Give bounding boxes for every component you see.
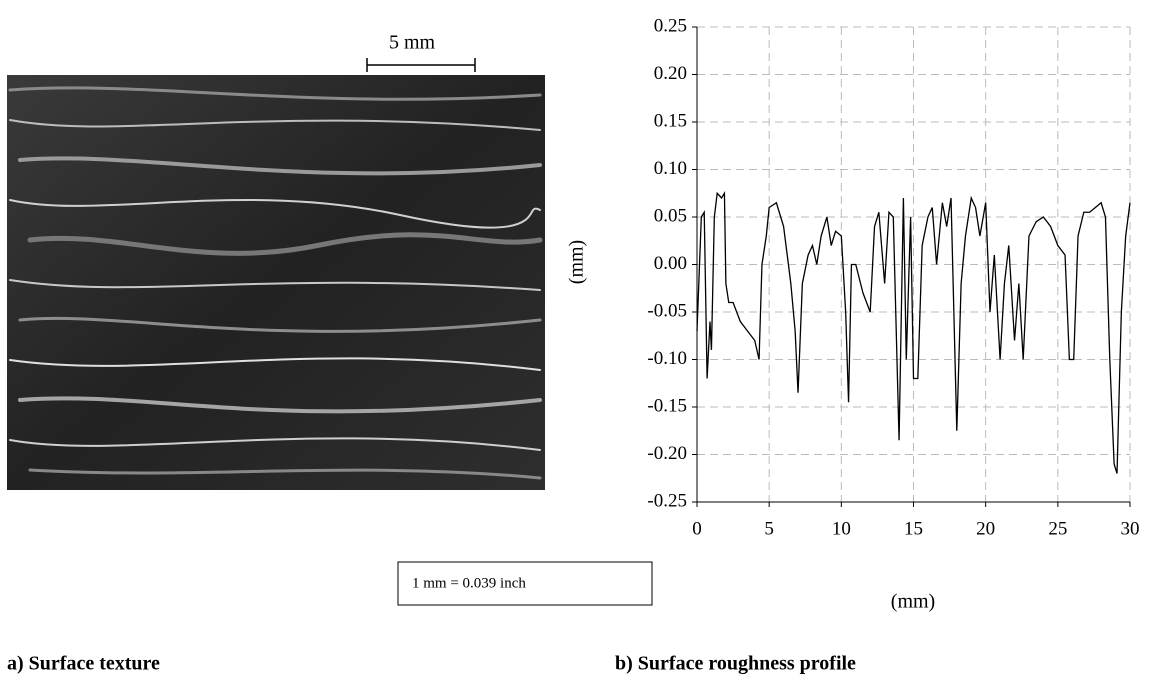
surface-photo [7, 75, 545, 490]
y-tick-label: 0.10 [654, 158, 687, 179]
conversion-box [397, 561, 653, 606]
x-tick-label: 10 [832, 518, 851, 539]
conversion-note: 1 mm = 0.039 inch [412, 575, 526, 591]
x-tick-label: 0 [692, 518, 702, 539]
y-tick-label: -0.25 [647, 490, 687, 511]
y-tick-label: 0.25 [654, 15, 687, 36]
caption: b) Surface roughness profile [615, 653, 856, 675]
profile-line [696, 190, 1131, 474]
x-tick-label: 20 [976, 518, 995, 539]
scale-label: 5 mm [389, 32, 436, 54]
x-tick-label: 15 [904, 518, 923, 539]
y-tick-label: -0.10 [647, 348, 687, 369]
x-tick-label: 5 [764, 518, 774, 539]
y-tick-label: 0.05 [654, 205, 687, 226]
y-tick-label: -0.05 [647, 300, 687, 321]
y-tick-label: 0.20 [654, 63, 687, 84]
x-tick-label: 30 [1121, 518, 1140, 539]
y-tick-label: 0.00 [654, 253, 687, 274]
y-axis-label: (mm) [566, 240, 588, 284]
x-axis-label: (mm) [891, 591, 935, 613]
y-tick-label: -0.15 [647, 395, 687, 416]
x-tick-label: 25 [1048, 518, 1067, 539]
y-tick-label: -0.20 [647, 443, 687, 464]
caption: a) Surface texture [7, 653, 160, 675]
y-tick-label: 0.15 [654, 110, 687, 131]
